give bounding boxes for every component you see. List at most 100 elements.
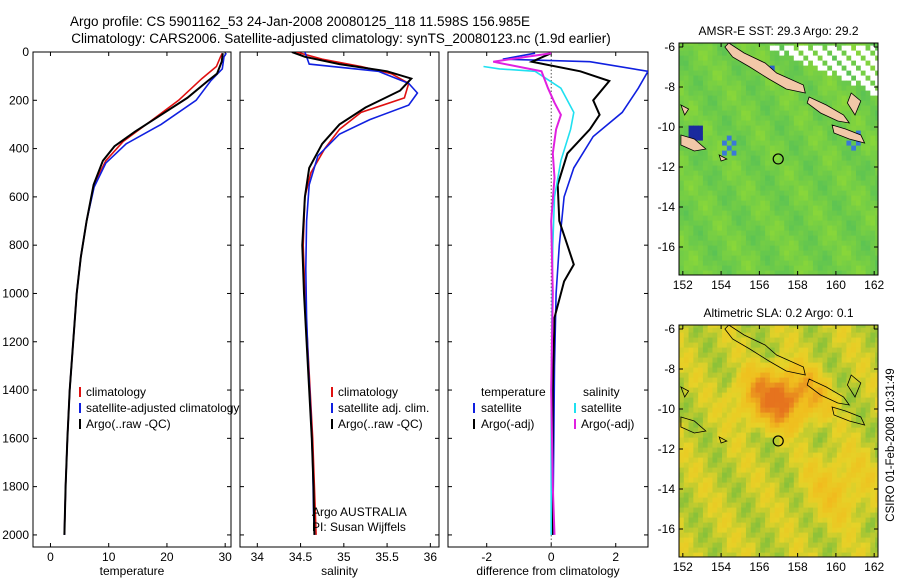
map-cell	[722, 487, 728, 493]
map-cell	[741, 352, 747, 358]
map-cell	[774, 215, 781, 221]
map-cell	[755, 155, 761, 161]
map-cell	[789, 250, 795, 256]
map-cell	[755, 462, 761, 468]
map-cell	[817, 487, 824, 493]
map-cell	[808, 235, 814, 241]
map-cell	[745, 452, 752, 458]
map-cell	[717, 497, 723, 503]
map-cell	[717, 105, 723, 111]
map-cell	[803, 437, 809, 443]
map-cell	[745, 367, 752, 373]
map-cell	[722, 502, 728, 508]
map-cell	[870, 532, 876, 538]
map-cell	[851, 452, 857, 458]
map-cell	[755, 367, 761, 373]
map-cell	[808, 160, 814, 166]
map-cell	[779, 135, 785, 141]
map-cell	[755, 472, 761, 478]
map-cell	[760, 442, 766, 448]
map-cell	[841, 140, 848, 146]
map-cell	[698, 250, 704, 256]
map-cell	[846, 270, 852, 275]
map-cell	[793, 225, 800, 231]
map-cell	[683, 437, 690, 443]
legend-label: satellite	[481, 401, 522, 415]
map-cell	[870, 392, 876, 398]
map-cell	[789, 347, 795, 353]
map-cell	[812, 417, 819, 423]
map-cell	[707, 265, 714, 271]
map-cell	[860, 200, 867, 206]
map-cell	[789, 43, 795, 46]
map-cell	[812, 447, 819, 453]
map-cell	[793, 270, 800, 275]
map-cell	[765, 382, 771, 388]
map-cell	[755, 200, 761, 206]
map-cell	[745, 43, 752, 46]
map-cell	[827, 155, 833, 161]
x-tick-label: 36	[424, 550, 438, 564]
map-cell	[712, 542, 718, 548]
map-cell	[693, 240, 699, 246]
map-cell	[731, 135, 738, 141]
legend-label: Argo(..raw -QC)	[86, 417, 171, 431]
map-cell	[683, 372, 690, 378]
map-cell	[712, 265, 718, 271]
map-cell	[827, 145, 833, 151]
map-cell	[712, 145, 718, 151]
map-cell	[803, 552, 809, 557]
map-cell	[822, 452, 828, 458]
map-cell	[808, 332, 814, 338]
map-cell	[679, 367, 685, 373]
map-cell	[769, 382, 776, 388]
map-cell	[736, 105, 742, 111]
map-cell	[726, 442, 733, 448]
map-cell	[774, 547, 781, 553]
map-cell	[760, 325, 766, 328]
map-cell	[798, 532, 804, 538]
map-cell	[832, 427, 838, 433]
map-cell	[731, 115, 738, 121]
map-cell	[855, 110, 862, 116]
map-cell	[765, 220, 771, 226]
map-cell	[803, 397, 809, 403]
map-cell	[722, 512, 728, 518]
map-cell	[679, 220, 685, 226]
map-cell	[688, 150, 694, 156]
map-cell	[803, 65, 809, 71]
map-cell	[808, 482, 814, 488]
map-cell	[688, 442, 694, 448]
map-cell	[702, 255, 709, 261]
map-cell	[765, 180, 771, 186]
annotation-text: PI: Susan Wijffels	[312, 520, 406, 534]
map-cell	[855, 230, 862, 236]
map-cell	[808, 492, 814, 498]
map-cell	[798, 377, 804, 383]
map-cell	[679, 225, 685, 231]
map-cell	[836, 337, 843, 343]
map-cell	[846, 170, 852, 176]
map-cell	[760, 532, 766, 538]
map-cell	[851, 357, 857, 363]
coastline-island	[724, 325, 806, 376]
map-cell	[717, 95, 723, 101]
map-cell	[841, 382, 848, 388]
map-cell	[750, 347, 757, 353]
map-cell	[741, 255, 747, 261]
map-cell	[865, 467, 871, 473]
map-cell	[817, 140, 824, 146]
map-cell	[679, 155, 685, 161]
map-cell	[693, 512, 699, 518]
map-cell	[736, 517, 742, 523]
map-cell	[870, 437, 876, 443]
map-cell	[745, 160, 752, 166]
map-cell	[822, 437, 828, 443]
map-cell	[841, 452, 848, 458]
map-cell	[808, 497, 814, 503]
map-cell	[779, 342, 785, 348]
map-cell	[875, 110, 878, 116]
map-cell	[836, 90, 843, 96]
legend-label: satellite adj. clim.	[338, 401, 429, 415]
map-cell	[712, 527, 718, 533]
